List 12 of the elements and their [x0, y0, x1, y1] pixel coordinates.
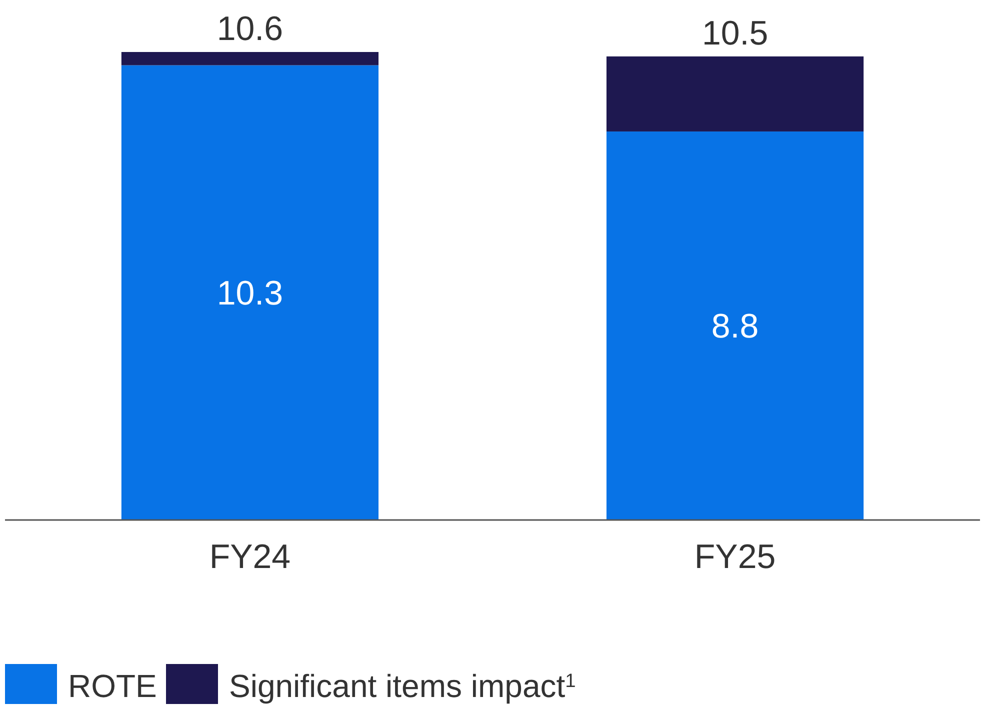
data-label: 10.3: [216, 274, 284, 313]
total-label: 10.6: [216, 10, 284, 48]
bar: [606, 56, 864, 132]
bar: [121, 52, 379, 66]
legend-label: Significant items impact$^{1}$: [229, 668, 576, 704]
x-tick-label: FY24: [209, 538, 291, 576]
bar: [121, 65, 379, 520]
bar: [606, 131, 864, 520]
legend-label: ROTE: [68, 668, 157, 704]
total-label: 10.5: [702, 14, 768, 52]
x-tick-label: FY25: [694, 538, 776, 576]
data-label: 8.8: [711, 308, 759, 346]
